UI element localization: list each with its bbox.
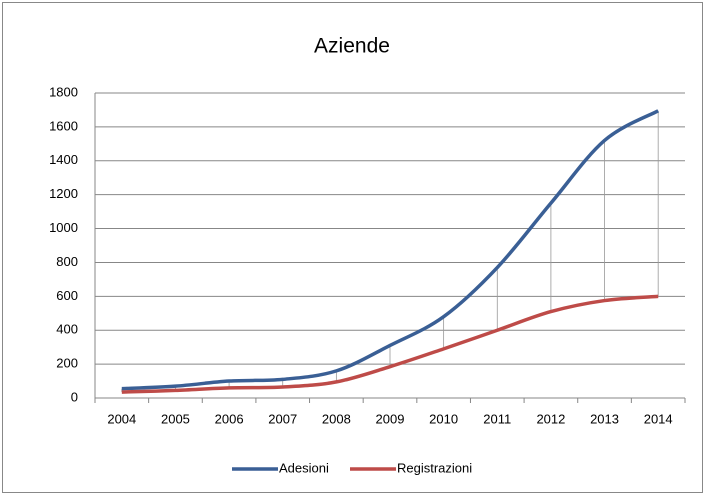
y-tick-label: 0 [71,389,78,404]
x-tick-label: 2013 [590,411,619,426]
x-tick-label: 2014 [644,411,673,426]
y-tick-label: 1400 [49,152,78,167]
y-tick-label: 800 [56,254,78,269]
chart-title: Aziende [314,35,390,58]
series-line [121,294,659,394]
x-tick-label: 2011 [483,411,511,426]
y-tick-label: 1600 [49,118,78,133]
x-tick-label: 2012 [536,411,565,426]
x-tick-label: 2005 [161,411,190,426]
y-tick-label: 200 [56,356,78,371]
y-tick-label: 1800 [49,84,78,99]
x-tick-label: 2009 [376,411,405,426]
series-line [121,109,660,391]
y-tick-label: 400 [56,322,78,337]
y-tick-label: 1200 [49,186,78,201]
x-tick-label: 2010 [429,411,458,426]
legend-label: Registrazioni [397,460,472,475]
legend-label: Adesioni [279,460,329,475]
y-tick-label: 600 [56,288,78,303]
x-tick-label: 2006 [215,411,244,426]
y-tick-label: 1000 [49,220,78,235]
x-tick-label: 2004 [107,411,136,426]
x-tick-label: 2008 [322,411,351,426]
x-tick-label: 2007 [268,411,297,426]
